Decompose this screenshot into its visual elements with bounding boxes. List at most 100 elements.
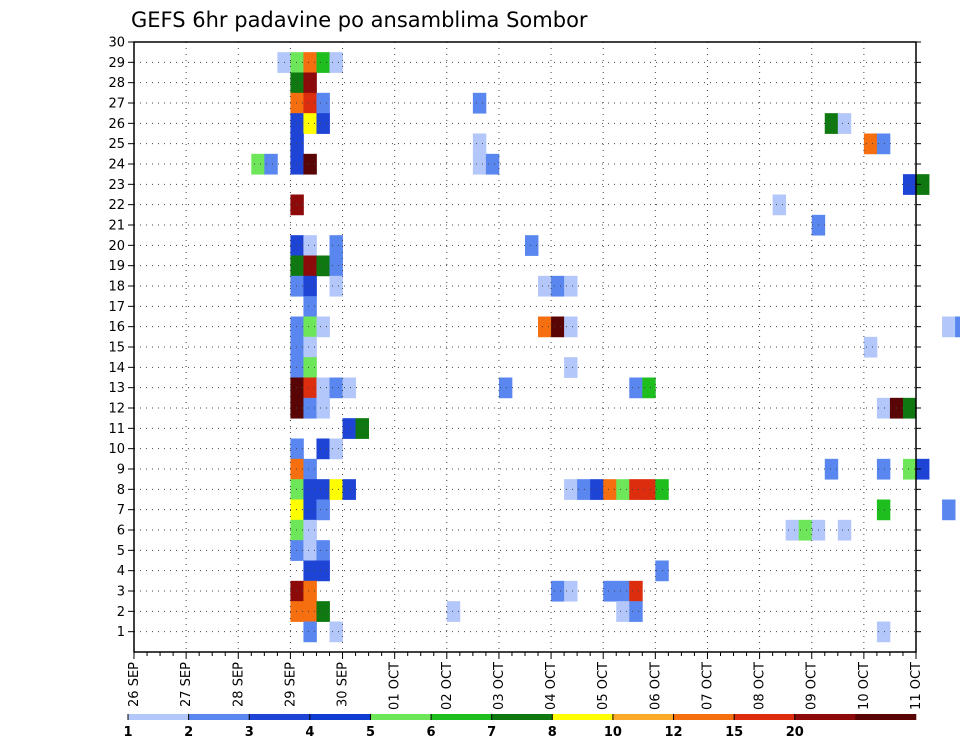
heatmap-cell bbox=[329, 377, 343, 399]
y-tick-label: 23 bbox=[108, 178, 125, 193]
heatmap-cell bbox=[902, 397, 917, 419]
heatmap-cell bbox=[290, 377, 304, 399]
legend-swatch bbox=[673, 714, 735, 720]
heatmap-cell bbox=[316, 479, 330, 500]
heatmap-cell bbox=[303, 479, 317, 500]
heatmap-cell bbox=[303, 580, 317, 602]
heatmap-cell bbox=[472, 133, 487, 155]
heatmap-cell bbox=[290, 72, 304, 94]
heatmap-cell bbox=[303, 458, 317, 480]
heatmap-cell bbox=[876, 133, 891, 155]
y-tick-label: 5 bbox=[117, 544, 125, 559]
heatmap-cell bbox=[824, 113, 839, 134]
x-tick-label: 03 OCT bbox=[492, 662, 507, 710]
heatmap-cell bbox=[303, 113, 317, 134]
y-tick-label: 2 bbox=[117, 605, 125, 620]
legend-swatch bbox=[309, 714, 371, 720]
heatmap-cell bbox=[798, 519, 813, 541]
heatmap-cell bbox=[551, 275, 565, 297]
y-tick-label: 9 bbox=[117, 463, 125, 478]
heatmap-cell bbox=[290, 153, 304, 175]
heatmap-cell bbox=[316, 52, 330, 73]
heatmap-cell bbox=[551, 316, 565, 338]
y-axis: 1234567891011121314151617181920212223242… bbox=[108, 36, 921, 640]
y-tick-label: 4 bbox=[117, 564, 125, 579]
heatmap-cell bbox=[837, 519, 852, 541]
heatmap-cell bbox=[564, 316, 578, 338]
heatmap-cell bbox=[303, 296, 317, 317]
y-tick-label: 1 bbox=[117, 625, 125, 640]
heatmap-cell bbox=[603, 580, 617, 602]
y-tick-label: 24 bbox=[108, 158, 125, 173]
heatmap-cell bbox=[329, 438, 343, 460]
x-tick-label: 04 OCT bbox=[544, 662, 559, 710]
heatmap-cell bbox=[290, 113, 304, 134]
heatmap-cell bbox=[837, 113, 852, 134]
heatmap-cell bbox=[303, 499, 317, 521]
legend-label: 4 bbox=[305, 725, 314, 740]
x-tick-label: 11 OCT bbox=[909, 662, 924, 710]
heatmap-cell bbox=[942, 499, 956, 521]
heatmap-cell bbox=[772, 194, 787, 216]
heatmap-cell bbox=[472, 92, 487, 114]
legend-swatch bbox=[491, 714, 553, 720]
heatmap-cell bbox=[342, 479, 356, 500]
legend-label: 12 bbox=[664, 725, 682, 740]
heatmap-cell bbox=[538, 275, 552, 297]
heatmap-cells bbox=[251, 52, 960, 643]
heatmap-cell bbox=[290, 275, 304, 297]
heatmap-cell bbox=[251, 153, 265, 175]
heatmap-cell bbox=[916, 174, 930, 195]
y-tick-label: 17 bbox=[108, 300, 125, 315]
legend-swatch bbox=[431, 714, 492, 720]
chart-title: GEFS 6hr padavine po ansamblima Sombor bbox=[131, 8, 588, 32]
legend-label: 2 bbox=[184, 725, 193, 740]
y-tick-label: 28 bbox=[108, 76, 125, 91]
heatmap-cell bbox=[316, 540, 330, 561]
heatmap-cell bbox=[290, 601, 304, 622]
heatmap-cell bbox=[824, 458, 839, 480]
heatmap-cell bbox=[316, 560, 330, 582]
heatmap-cell bbox=[551, 580, 565, 602]
heatmap-cell bbox=[316, 601, 330, 622]
heatmap-cell bbox=[629, 601, 643, 622]
heatmap-cell bbox=[876, 397, 891, 419]
heatmap-cell bbox=[290, 52, 304, 73]
y-tick-label: 19 bbox=[108, 259, 125, 274]
heatmap-cell bbox=[290, 357, 304, 378]
heatmap-cell bbox=[329, 255, 343, 277]
heatmap-cell bbox=[316, 113, 330, 134]
legend-swatch bbox=[794, 714, 856, 720]
legend-swatch bbox=[855, 714, 917, 720]
heatmap-cell bbox=[303, 52, 317, 73]
heatmap-cell bbox=[303, 377, 317, 399]
heatmap-cell bbox=[290, 336, 304, 358]
heatmap-cell bbox=[316, 255, 330, 277]
heatmap-cell bbox=[616, 601, 630, 622]
y-tick-label: 26 bbox=[108, 117, 125, 132]
heatmap-cell bbox=[290, 519, 304, 541]
heatmap-cell bbox=[290, 235, 304, 256]
x-tick-label: 07 OCT bbox=[700, 662, 715, 710]
heatmap-cell bbox=[303, 235, 317, 256]
heatmap-cell bbox=[498, 377, 513, 399]
heatmap-cell bbox=[902, 458, 917, 480]
color-legend: 1 2 3 4 5 6 7 8 10 12 15 20 bbox=[123, 714, 917, 740]
y-tick-label: 30 bbox=[108, 36, 125, 51]
y-tick-label: 15 bbox=[108, 341, 125, 356]
heatmap-cell bbox=[303, 397, 317, 419]
x-tick-label: 01 OCT bbox=[388, 662, 403, 710]
legend-label: 6 bbox=[427, 725, 436, 740]
x-tick-label: 29 SEP bbox=[283, 662, 298, 707]
x-tick-label: 09 OCT bbox=[805, 662, 820, 710]
heatmap-cell bbox=[290, 458, 304, 480]
grid-lines bbox=[134, 42, 916, 652]
heatmap-cell bbox=[329, 235, 343, 256]
heatmap-cell bbox=[564, 357, 578, 378]
heatmap-cell bbox=[642, 479, 656, 500]
legend-swatch bbox=[128, 714, 189, 720]
y-tick-label: 27 bbox=[108, 97, 125, 112]
heatmap-cell bbox=[303, 255, 317, 277]
y-tick-label: 16 bbox=[108, 320, 125, 335]
